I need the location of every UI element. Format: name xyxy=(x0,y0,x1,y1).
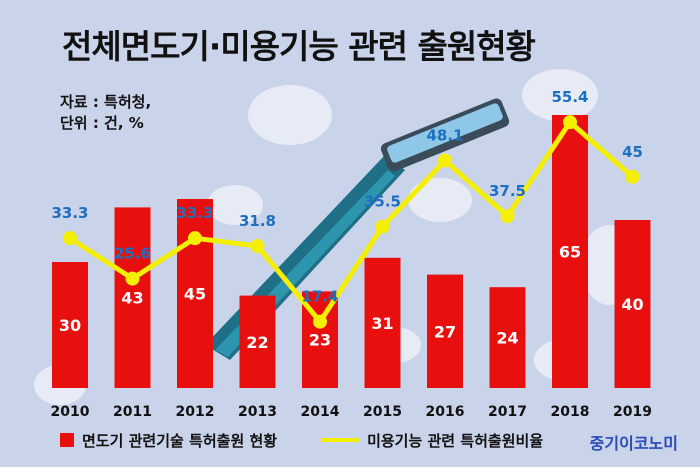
line-value-label: 33.3 xyxy=(176,204,213,222)
x-tick-label: 2018 xyxy=(551,404,590,420)
bar-value-label: 24 xyxy=(496,329,518,348)
line-point-2016 xyxy=(438,153,452,168)
x-tick-label: 2012 xyxy=(176,404,215,420)
x-tick-label: 2013 xyxy=(238,404,277,420)
line-value-label: 48.1 xyxy=(426,126,463,144)
source-note: 자료 : 특허청, 단위 : 건, % xyxy=(60,92,151,134)
ratio-line xyxy=(68,119,635,325)
unit-line: 단위 : 건, % xyxy=(60,114,144,132)
source-line: 자료 : 특허청, xyxy=(60,93,152,111)
x-tick-label: 2017 xyxy=(488,404,527,420)
legend-bar-label: 면도기 관련기술 특허출원 현황 xyxy=(82,431,278,450)
bar-value-label: 31 xyxy=(371,314,393,333)
legend-line-label: 미용기능 관련 특허출원비율 xyxy=(367,431,544,450)
line-point-2019 xyxy=(625,169,640,184)
line-point-2010 xyxy=(63,231,77,246)
bar-value-label: 45 xyxy=(184,285,206,304)
line-value-label: 37.5 xyxy=(489,182,526,200)
bar-value-labels: 30 43 45 22 23 31 27 24 65 40 xyxy=(59,243,644,352)
bar-2011 xyxy=(114,207,151,388)
bar-value-label: 27 xyxy=(434,322,456,341)
bar-value-label: 65 xyxy=(559,243,581,262)
legend: 면도기 관련기술 특허출원 현황 미용기능 관련 특허출원비율 xyxy=(60,428,543,452)
bar-value-label: 23 xyxy=(309,331,331,350)
x-tick-label: 2011 xyxy=(113,404,152,420)
line-value-label: 25.6 xyxy=(114,245,151,263)
bar-2013 xyxy=(239,295,276,388)
line-value-label: 55.4 xyxy=(551,88,588,106)
line-point-2013 xyxy=(250,239,265,254)
bar-2010 xyxy=(52,262,88,388)
line-value-label: 35.5 xyxy=(364,193,401,211)
bar-value-label: 30 xyxy=(59,316,81,335)
bar-2012 xyxy=(177,199,213,388)
chart-title: 전체면도기·미용기능 관련 출원현황 xyxy=(62,27,536,66)
x-tick-label: 2014 xyxy=(301,404,340,420)
x-axis-tick-labels: 2010 2011 2012 2013 2014 2015 2016 2017 2018 2019 xyxy=(51,404,652,420)
ratio-line-labels: 33.3 25.6 33.3 31.8 17.4 35.5 48.1 37.5 55.4 45 xyxy=(51,88,643,306)
bar-2017 xyxy=(489,287,526,388)
bar-value-label: 22 xyxy=(246,333,268,352)
bar-series xyxy=(52,115,651,388)
line-value-label: 17.4 xyxy=(301,288,338,306)
line-point-2015 xyxy=(375,219,390,234)
bar-value-label: 43 xyxy=(121,289,143,308)
line-point-2014 xyxy=(313,314,327,329)
line-point-2018 xyxy=(563,115,577,130)
x-tick-label: 2010 xyxy=(51,404,90,420)
legend-line-swatch xyxy=(321,438,360,442)
line-value-label: 45 xyxy=(622,143,643,161)
line-value-label: 33.3 xyxy=(51,204,88,222)
line-point-2011 xyxy=(125,271,140,286)
x-tick-label: 2019 xyxy=(613,404,652,420)
x-tick-label: 2016 xyxy=(426,404,465,420)
legend-bar-swatch xyxy=(60,433,74,447)
line-point-2012 xyxy=(188,231,202,246)
line-point-2017 xyxy=(500,209,515,224)
bar-2019 xyxy=(614,220,651,388)
bar-2015 xyxy=(364,257,401,388)
brand-logo: 중기이코노미 xyxy=(589,434,678,453)
bar-2016 xyxy=(427,274,463,388)
bar-2018 xyxy=(552,115,588,388)
ratio-line-points xyxy=(63,115,640,329)
line-value-label: 31.8 xyxy=(239,212,276,230)
x-tick-label: 2015 xyxy=(363,404,402,420)
bar-value-label: 40 xyxy=(621,295,643,314)
